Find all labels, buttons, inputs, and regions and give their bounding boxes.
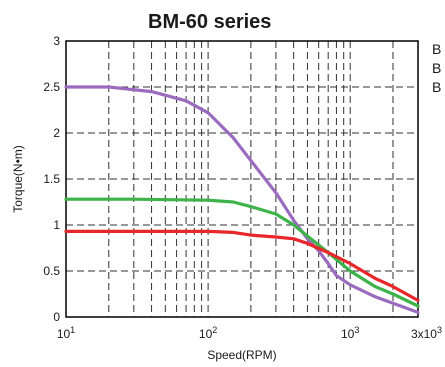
legend: BBB: [432, 41, 441, 95]
x-tick-label: 3x103: [411, 325, 442, 341]
legend-label: B: [432, 79, 441, 95]
legend-label: B: [432, 60, 441, 76]
series-line-1: [64, 85, 420, 314]
y-tick-labels: 0 0.5 1 1.5 2 2.5 3: [43, 34, 60, 324]
y-tick-label: 2.5: [43, 80, 60, 94]
y-tick-label: 1: [53, 218, 60, 232]
plot-area-frame: [65, 40, 419, 318]
y-tick-label: 1.5: [43, 172, 60, 186]
y-tick-label: 0: [53, 310, 60, 324]
chart-title: BM-60 series: [148, 11, 271, 33]
x-axis-label: Speed(RPM): [207, 348, 276, 362]
curves: [64, 85, 420, 314]
y-tick-label: 2: [53, 126, 60, 140]
series-line-2: [64, 197, 420, 308]
x-tick-labels: 101 102 103 3x103: [57, 325, 442, 341]
x-tick-label: 103: [341, 325, 359, 341]
y-tick-label: 3: [53, 34, 60, 48]
y-tick-label: 0.5: [43, 264, 60, 278]
x-tick-label: 101: [57, 325, 75, 341]
series-line-3: [64, 229, 420, 302]
legend-label: B: [432, 41, 441, 57]
grid: [66, 41, 418, 317]
y-axis-label: Torque(N•m): [11, 145, 25, 213]
x-tick-label: 102: [199, 325, 217, 341]
